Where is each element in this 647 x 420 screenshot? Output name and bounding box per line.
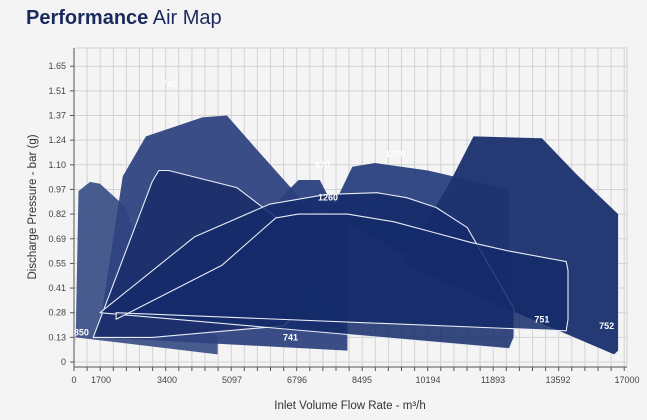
y-tick-label: 0.82: [48, 209, 66, 219]
x-tick-label: 6796: [287, 375, 307, 385]
y-tick-label: 0.28: [48, 308, 66, 318]
y-tick-label: 0.13: [48, 332, 66, 342]
series-label-751: 751: [534, 314, 549, 324]
x-tick-label: 3400: [157, 375, 177, 385]
x-tick-label: 1700: [91, 375, 111, 385]
series-label-1260: 1260: [318, 193, 338, 203]
y-tick-label: 1.65: [48, 61, 66, 71]
series-label-742: 742: [162, 79, 177, 89]
series-label-741: 741: [283, 332, 298, 342]
x-tick-label: 0: [71, 375, 76, 385]
chart-title-bold: Performance: [26, 7, 149, 29]
y-axis-label: Discharge Pressure - bar (g): [27, 134, 39, 279]
series-label-870: 870: [315, 160, 330, 170]
x-tick-label: 10194: [415, 375, 440, 385]
chart-title-light: Air Map: [152, 7, 222, 29]
y-tick-label: 0.55: [48, 258, 66, 268]
x-tick-label: 5097: [222, 375, 242, 385]
tick-labels: 0 1700 3400 5097 6796 8495 10194 11893 13592 1700…: [48, 61, 639, 385]
y-tick-label: 0.41: [48, 283, 66, 293]
x-tick-label: 8495: [352, 375, 372, 385]
y-tick-label: 0.97: [48, 184, 66, 194]
y-tick-label: 1.24: [48, 135, 66, 145]
x-tick-label: 17000: [614, 375, 639, 385]
x-axis-label: Inlet Volume Flow Rate - m³/h: [274, 400, 425, 412]
y-tick-label: 1.37: [48, 111, 66, 121]
y-tick-label: 0: [61, 357, 66, 367]
x-tick-label: 11893: [481, 375, 505, 385]
series-label-1270: 1270: [385, 149, 405, 159]
area-751: [115, 213, 569, 332]
chart-title: Performance Air Map: [26, 7, 222, 30]
series-labels: 850 742 870 1270 1260 751 741 752: [74, 79, 614, 343]
y-tick-label: 1.10: [48, 160, 66, 170]
series-label-850: 850: [74, 327, 89, 337]
axes: [70, 48, 627, 371]
x-tick-label: 13592: [545, 375, 570, 385]
y-tick-label: 1.51: [48, 86, 66, 96]
area-series: [75, 115, 619, 355]
series-label-752: 752: [599, 321, 614, 331]
y-tick-label: 0.69: [48, 234, 66, 244]
